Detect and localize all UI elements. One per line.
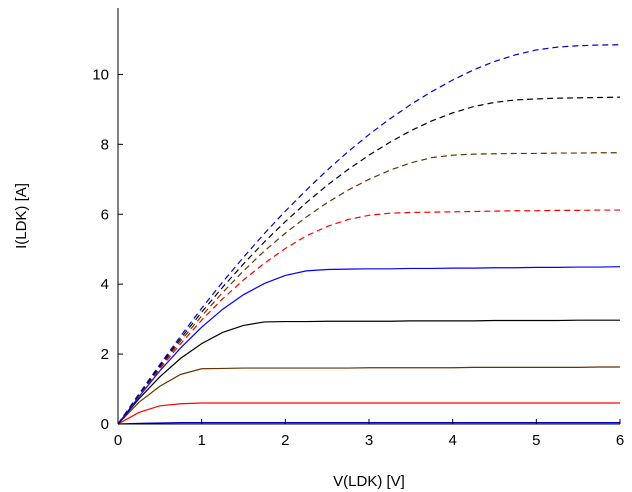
x-tick-label: 5 [532, 432, 540, 449]
y-tick-label: 4 [101, 276, 109, 293]
x-ticks: 0 1 2 3 4 5 6 [114, 419, 624, 449]
series-line-2 [117, 402, 620, 425]
series-line-3 [117, 366, 620, 425]
y-tick-label: 8 [101, 136, 109, 153]
x-tick-label: 1 [197, 432, 205, 449]
x-axis-label: V(LDK) [V] [333, 473, 405, 490]
series-group [117, 44, 621, 425]
x-tick-label: 4 [448, 432, 456, 449]
series-line-8 [117, 96, 621, 425]
x-tick-label: 0 [114, 432, 122, 449]
series-line-9 [117, 44, 621, 425]
x-tick-label: 3 [365, 432, 373, 449]
series-line-7 [117, 152, 620, 425]
y-tick-label: 2 [101, 346, 109, 363]
series-line-4 [117, 319, 620, 425]
y-tick-label: 10 [92, 66, 109, 83]
series-line-5 [117, 266, 621, 425]
y-axis-label: I(LDK) [A] [13, 183, 30, 249]
y-ticks: 0 2 4 6 8 10 [92, 66, 123, 433]
x-tick-label: 6 [616, 432, 624, 449]
y-tick-label: 6 [101, 206, 109, 223]
series-line-6 [117, 209, 620, 425]
x-tick-label: 2 [281, 432, 289, 449]
y-tick-label: 0 [101, 416, 109, 433]
